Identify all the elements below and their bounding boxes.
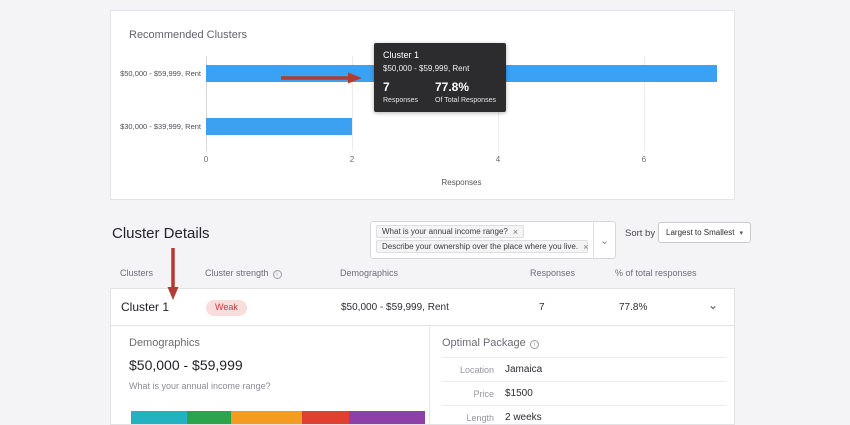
filter-chevron-down-icon[interactable]: ⌄ xyxy=(593,222,615,258)
sort-dropdown-value: Largest to Smallest xyxy=(666,228,735,237)
distribution-segment xyxy=(348,411,425,424)
package-row-location: Location Jamaica xyxy=(442,357,726,381)
distribution-segment xyxy=(131,411,187,424)
bar-category-label-2: $30,000 - $39,999, Rent xyxy=(120,122,201,131)
cluster-percent: 77.8% xyxy=(619,302,648,313)
package-row-price: Price $1500 xyxy=(442,381,726,405)
distribution-segment xyxy=(186,411,231,424)
optimal-package-title-label: Optimal Package xyxy=(442,337,526,349)
filter-tags: What is your annual income range? × Desc… xyxy=(371,222,593,258)
cluster-name: Cluster 1 xyxy=(121,300,170,314)
package-row-value: Jamaica xyxy=(505,364,543,375)
info-icon[interactable]: i xyxy=(272,270,282,279)
package-row-length: Length 2 weeks xyxy=(442,405,726,424)
tooltip-stats: 7 Responses 77.8% Of Total Responses xyxy=(383,80,497,104)
tooltip-percent: 77.8% Of Total Responses xyxy=(435,80,496,104)
recommended-clusters-card: Recommended Clusters $50,000 - $59,999, … xyxy=(110,10,735,200)
x-tick-label: 6 xyxy=(641,155,647,164)
caret-down-icon: ▾ xyxy=(739,229,743,237)
chart-tooltip: Cluster 1 $50,000 - $59,999, Rent 7 Resp… xyxy=(374,43,506,112)
tooltip-responses: 7 Responses xyxy=(383,80,435,104)
package-row-label: Location xyxy=(459,364,494,375)
package-row-value: $1500 xyxy=(505,388,533,399)
header-cluster-strength: Cluster strength i xyxy=(205,268,282,279)
x-tick-label: 2 xyxy=(349,155,355,164)
cluster-table-header: Clusters Cluster strength i Demographics … xyxy=(110,268,735,284)
header-demographics: Demographics xyxy=(340,268,399,278)
demographics-title: Demographics xyxy=(129,337,200,349)
gridline-2 xyxy=(351,56,353,151)
package-row-value: 2 weeks xyxy=(505,412,542,423)
demographics-panel: Demographics $50,000 - $59,999 What is y… xyxy=(111,326,429,424)
question-filter-select[interactable]: What is your annual income range? × Desc… xyxy=(370,221,616,259)
optimal-package-rows: Location Jamaica Price $1500 Length 2 we… xyxy=(442,357,726,424)
header-percent-total: % of total responses xyxy=(615,268,697,278)
filter-tag[interactable]: What is your annual income range? × xyxy=(376,225,525,238)
x-tick-label: 0 xyxy=(203,155,209,164)
tooltip-subtitle: $50,000 - $59,999, Rent xyxy=(383,64,470,73)
sort-by-label: Sort by xyxy=(625,228,656,239)
remove-tag-icon[interactable]: × xyxy=(512,226,519,237)
cluster-details-heading: Cluster Details xyxy=(112,225,210,242)
gridline-0 xyxy=(206,56,207,151)
package-row-label: Length xyxy=(466,412,494,423)
filter-tag[interactable]: Describe your ownership over the place w… xyxy=(376,240,588,253)
income-range: $50,000 - $59,999 xyxy=(129,357,243,373)
gridline-6 xyxy=(643,56,645,151)
distribution-segment xyxy=(301,411,349,424)
tooltip-percent-value: 77.8% xyxy=(435,80,470,94)
sort-dropdown[interactable]: Largest to Smallest ▾ xyxy=(658,222,751,243)
demographics-distribution-bar xyxy=(131,411,425,424)
remove-tag-icon[interactable]: × xyxy=(583,241,589,252)
income-question: What is your annual income range? xyxy=(129,381,271,391)
tooltip-title: Cluster 1 xyxy=(383,50,420,60)
filter-tag-label: Describe your ownership over the place w… xyxy=(382,242,579,251)
strength-badge: Weak xyxy=(206,300,247,316)
cluster-responses: 7 xyxy=(539,302,545,313)
x-tick-label: 4 xyxy=(495,155,501,164)
cluster-detail-panels: Demographics $50,000 - $59,999 What is y… xyxy=(110,326,735,425)
info-icon[interactable]: i xyxy=(529,340,539,349)
header-clusters: Clusters xyxy=(120,268,154,278)
cluster-demographics: $50,000 - $59,999, Rent xyxy=(341,302,449,313)
x-axis-title: Responses xyxy=(441,178,482,187)
tooltip-responses-label: Responses xyxy=(383,97,419,104)
optimal-package-title: Optimal Package i xyxy=(442,337,539,349)
bar-category-label-1: $50,000 - $59,999, Rent xyxy=(120,69,201,78)
panel-divider xyxy=(429,326,430,424)
bar-cluster-2[interactable] xyxy=(206,118,352,135)
annotation-arrow-down-icon xyxy=(167,248,179,300)
distribution-segment xyxy=(230,411,302,424)
cluster-row[interactable]: Cluster 1 Weak $50,000 - $59,999, Rent 7… xyxy=(110,288,735,326)
header-cluster-strength-label: Cluster strength xyxy=(205,268,269,278)
recommended-clusters-title: Recommended Clusters xyxy=(129,29,247,41)
filter-tag-label: What is your annual income range? xyxy=(382,227,508,236)
optimal-package-panel: Optimal Package i Location Jamaica Price … xyxy=(430,326,734,424)
tooltip-responses-value: 7 xyxy=(383,80,390,94)
package-row-label: Price xyxy=(473,388,494,399)
annotation-arrow-right-icon xyxy=(281,72,362,84)
header-responses: Responses xyxy=(530,268,576,278)
tooltip-percent-label: Of Total Responses xyxy=(435,97,496,104)
collapse-chevron-icon[interactable]: ⌄ xyxy=(707,298,718,312)
